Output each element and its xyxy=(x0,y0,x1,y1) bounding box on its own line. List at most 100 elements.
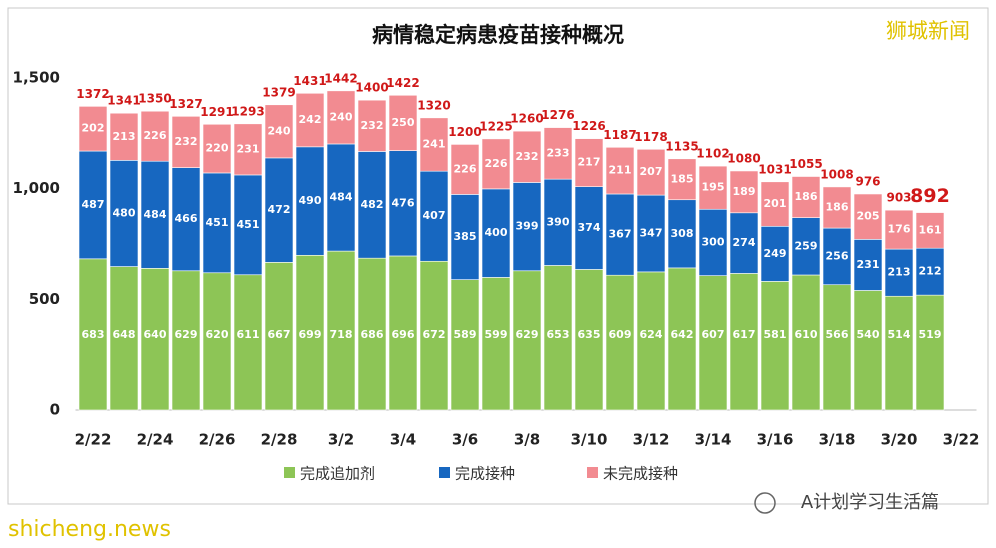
x-tick-label: 2/28 xyxy=(261,431,298,449)
bar-segment xyxy=(419,260,449,411)
bar-segment xyxy=(78,150,108,260)
bar-segment xyxy=(884,209,914,250)
value-label: 226 xyxy=(485,157,508,170)
total-label: 1225 xyxy=(479,119,512,133)
value-label: 213 xyxy=(113,130,136,143)
value-label: 231 xyxy=(857,258,880,271)
bar-segment xyxy=(698,275,728,411)
legend-swatch xyxy=(439,467,450,478)
value-label: 400 xyxy=(485,226,508,239)
value-label: 201 xyxy=(764,197,787,210)
total-label: 1080 xyxy=(727,151,760,165)
bar-segment xyxy=(419,117,449,172)
bar-segment xyxy=(729,273,759,411)
bar-segment xyxy=(791,274,821,411)
total-label: 1372 xyxy=(76,87,109,101)
x-tick-label: 3/14 xyxy=(695,431,732,449)
wechat-icon xyxy=(754,492,776,514)
value-label: 232 xyxy=(361,119,384,132)
value-label: 249 xyxy=(764,247,787,260)
value-label: 484 xyxy=(330,191,353,204)
total-label: 1400 xyxy=(355,81,388,95)
bar-segment xyxy=(295,146,325,256)
total-label: 1341 xyxy=(107,94,140,108)
value-label: 217 xyxy=(578,156,601,169)
value-label: 367 xyxy=(609,228,632,241)
legend-label: 完成接种 xyxy=(455,465,515,483)
bar-segment xyxy=(357,99,387,152)
bar-segment xyxy=(419,170,449,262)
bar-segment xyxy=(202,123,232,174)
bar-segment xyxy=(574,138,604,187)
bar-segment xyxy=(853,193,883,240)
total-label: 1178 xyxy=(634,130,667,144)
value-label: 484 xyxy=(144,208,167,221)
bar-segment xyxy=(915,212,945,249)
bar-segment xyxy=(667,199,697,269)
value-label: 624 xyxy=(640,328,663,341)
bar-segment xyxy=(326,90,356,145)
total-label: 1431 xyxy=(293,74,326,88)
x-tick-label: 3/22 xyxy=(943,431,980,449)
value-label: 161 xyxy=(919,223,942,236)
value-label: 213 xyxy=(888,266,911,279)
bar-segment xyxy=(202,272,232,411)
value-label: 466 xyxy=(175,212,198,225)
value-label: 519 xyxy=(919,328,942,341)
y-tick-label: 0 xyxy=(50,401,60,419)
value-label: 233 xyxy=(547,146,570,159)
legend-label: 未完成接种 xyxy=(603,465,678,483)
bar-segment xyxy=(574,186,604,270)
total-label: 1187 xyxy=(603,128,636,142)
watermark: A计划学习生活篇 xyxy=(801,492,939,513)
value-label: 212 xyxy=(919,265,942,278)
total-label: 1422 xyxy=(386,76,419,90)
total-label: 1379 xyxy=(262,85,295,99)
bar-segment xyxy=(450,194,480,280)
value-label: 211 xyxy=(609,164,632,177)
x-tick-label: 3/4 xyxy=(390,431,416,449)
value-label: 540 xyxy=(857,328,880,341)
value-label: 472 xyxy=(268,203,291,216)
value-label: 629 xyxy=(516,328,539,341)
total-label: 892 xyxy=(910,185,950,207)
bar-segment xyxy=(109,160,139,267)
x-tick-label: 3/10 xyxy=(571,431,608,449)
value-label: 607 xyxy=(702,328,725,341)
value-label: 611 xyxy=(237,328,260,341)
value-label: 683 xyxy=(82,328,105,341)
value-label: 476 xyxy=(392,196,415,209)
value-label: 186 xyxy=(795,190,818,203)
bar-segment xyxy=(388,94,418,151)
value-label: 653 xyxy=(547,328,570,341)
x-tick-label: 3/20 xyxy=(881,431,918,449)
x-tick-label: 3/6 xyxy=(452,431,478,449)
bar-segment xyxy=(388,150,418,257)
total-label: 1200 xyxy=(448,125,481,139)
total-label: 1226 xyxy=(572,119,605,133)
value-label: 385 xyxy=(454,230,477,243)
total-label: 1350 xyxy=(138,92,171,106)
bar-segment xyxy=(853,290,883,411)
value-label: 629 xyxy=(175,328,198,341)
x-tick-label: 2/24 xyxy=(137,431,174,449)
value-label: 610 xyxy=(795,328,818,341)
value-label: 451 xyxy=(237,218,260,231)
value-label: 617 xyxy=(733,328,756,341)
total-label: 903 xyxy=(886,191,911,205)
value-label: 259 xyxy=(795,239,818,252)
x-tick-label: 3/8 xyxy=(514,431,540,449)
value-label: 407 xyxy=(423,209,446,222)
bar-segment xyxy=(481,138,511,190)
bar-segment xyxy=(512,130,542,183)
value-label: 308 xyxy=(671,227,694,240)
legend-label: 完成追加剂 xyxy=(300,465,375,483)
value-label: 374 xyxy=(578,221,601,234)
bar-segment xyxy=(543,127,573,180)
total-label: 1442 xyxy=(324,71,357,85)
value-label: 232 xyxy=(175,135,198,148)
bar-segment xyxy=(791,217,821,276)
total-label: 1260 xyxy=(510,112,543,126)
value-label: 226 xyxy=(454,162,477,175)
value-label: 672 xyxy=(423,328,446,341)
